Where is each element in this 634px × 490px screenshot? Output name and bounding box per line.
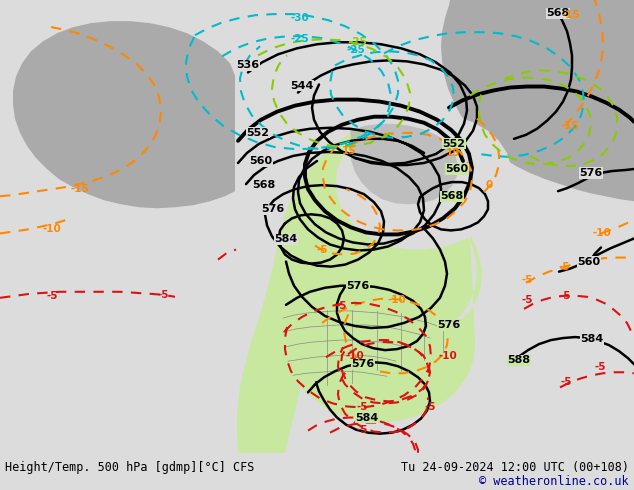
Text: 576: 576 xyxy=(437,320,461,330)
Text: -5: -5 xyxy=(356,402,368,413)
Text: -5: -5 xyxy=(157,290,169,300)
Text: -15: -15 xyxy=(560,121,579,131)
Text: -15: -15 xyxy=(70,184,89,194)
Text: 544: 544 xyxy=(290,80,314,91)
Text: -5: -5 xyxy=(356,425,368,435)
Text: 0: 0 xyxy=(486,180,493,190)
Text: 560: 560 xyxy=(446,164,469,174)
Text: 15: 15 xyxy=(446,148,460,158)
Text: -10: -10 xyxy=(439,351,457,361)
Text: -5: -5 xyxy=(521,295,533,305)
Text: -10: -10 xyxy=(42,224,61,234)
Text: 576: 576 xyxy=(579,168,603,178)
Text: 560: 560 xyxy=(578,257,600,267)
Text: 568: 568 xyxy=(252,180,276,190)
Polygon shape xyxy=(336,111,512,249)
Polygon shape xyxy=(0,0,235,208)
Text: Tu 24-09-2024 12:00 UTC (00+108): Tu 24-09-2024 12:00 UTC (00+108) xyxy=(401,462,629,474)
Text: -25: -25 xyxy=(347,45,365,55)
Text: 588: 588 xyxy=(507,355,531,365)
Text: -5: -5 xyxy=(46,291,58,301)
Text: 552: 552 xyxy=(443,139,465,149)
Text: 552: 552 xyxy=(247,128,269,138)
Text: -10: -10 xyxy=(387,295,406,305)
Text: 576: 576 xyxy=(351,359,375,369)
Text: -5: -5 xyxy=(559,291,571,301)
Text: Height/Temp. 500 hPa [gdmp][°C] CFS: Height/Temp. 500 hPa [gdmp][°C] CFS xyxy=(5,462,254,474)
Text: -5: -5 xyxy=(594,362,605,372)
Text: 584: 584 xyxy=(580,334,604,344)
Text: -5: -5 xyxy=(559,262,570,271)
Text: 568: 568 xyxy=(441,191,463,201)
Text: 576: 576 xyxy=(346,281,370,291)
Text: 576: 576 xyxy=(261,204,285,214)
Text: -5: -5 xyxy=(316,245,328,254)
Text: -5: -5 xyxy=(335,301,347,311)
Text: © weatheronline.co.uk: © weatheronline.co.uk xyxy=(479,475,629,489)
Text: -30: -30 xyxy=(290,13,309,23)
Text: 568: 568 xyxy=(547,8,569,18)
Text: -25: -25 xyxy=(290,34,309,44)
Text: 560: 560 xyxy=(249,156,273,166)
Text: -25: -25 xyxy=(349,37,367,47)
Text: -10: -10 xyxy=(593,228,611,239)
Text: 536: 536 xyxy=(236,60,259,71)
Text: -5: -5 xyxy=(424,402,436,413)
Polygon shape xyxy=(237,118,482,453)
Polygon shape xyxy=(350,124,458,204)
Text: -15: -15 xyxy=(562,10,580,20)
Text: -10: -10 xyxy=(346,351,365,361)
Text: 584: 584 xyxy=(275,234,297,245)
Text: 584: 584 xyxy=(356,413,378,422)
Text: -5: -5 xyxy=(521,275,533,285)
Text: 15: 15 xyxy=(342,146,356,156)
Polygon shape xyxy=(240,0,634,201)
Text: -5: -5 xyxy=(560,377,572,387)
